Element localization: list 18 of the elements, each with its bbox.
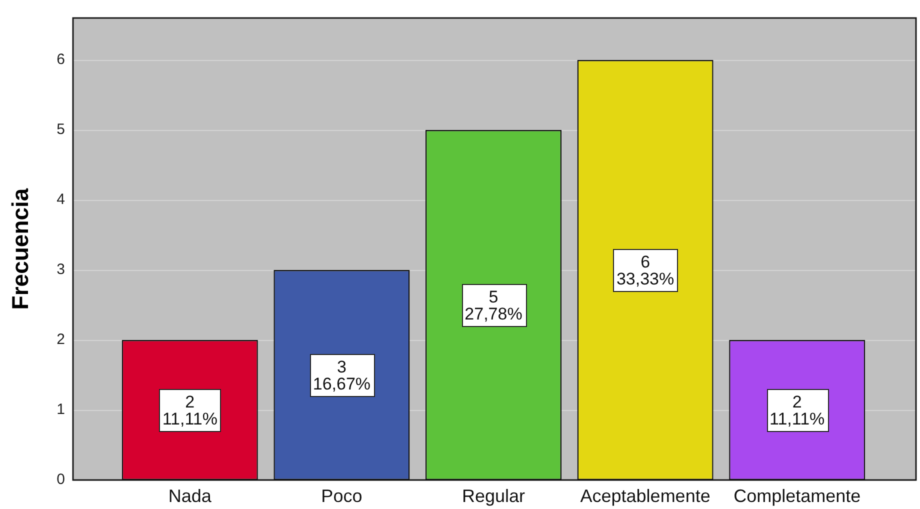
data-label: 6 33,33%: [616, 252, 674, 289]
x-tick-label: Completamente: [734, 486, 861, 506]
data-label: 2 11,11%: [770, 392, 825, 429]
y-tick-label: 6: [56, 51, 65, 68]
y-tick-label: 3: [56, 261, 65, 278]
x-tick-label: Regular: [462, 486, 526, 506]
y-tick-label: 0: [56, 471, 65, 488]
y-tick-label: 4: [56, 191, 65, 208]
data-label: 2 11,11%: [162, 392, 218, 429]
y-tick-label: 2: [56, 331, 65, 348]
y-tick-label: 5: [56, 121, 65, 138]
y-tick-label: 1: [56, 401, 65, 418]
x-tick-label: Aceptablemente: [580, 486, 710, 506]
x-tick-label: Nada: [168, 486, 212, 506]
x-tick-label: Poco: [321, 486, 362, 506]
data-label: 5 27,78%: [464, 288, 522, 324]
data-label: 3 16,67%: [312, 358, 371, 394]
y-axis-title: Frecuencia: [7, 188, 34, 310]
